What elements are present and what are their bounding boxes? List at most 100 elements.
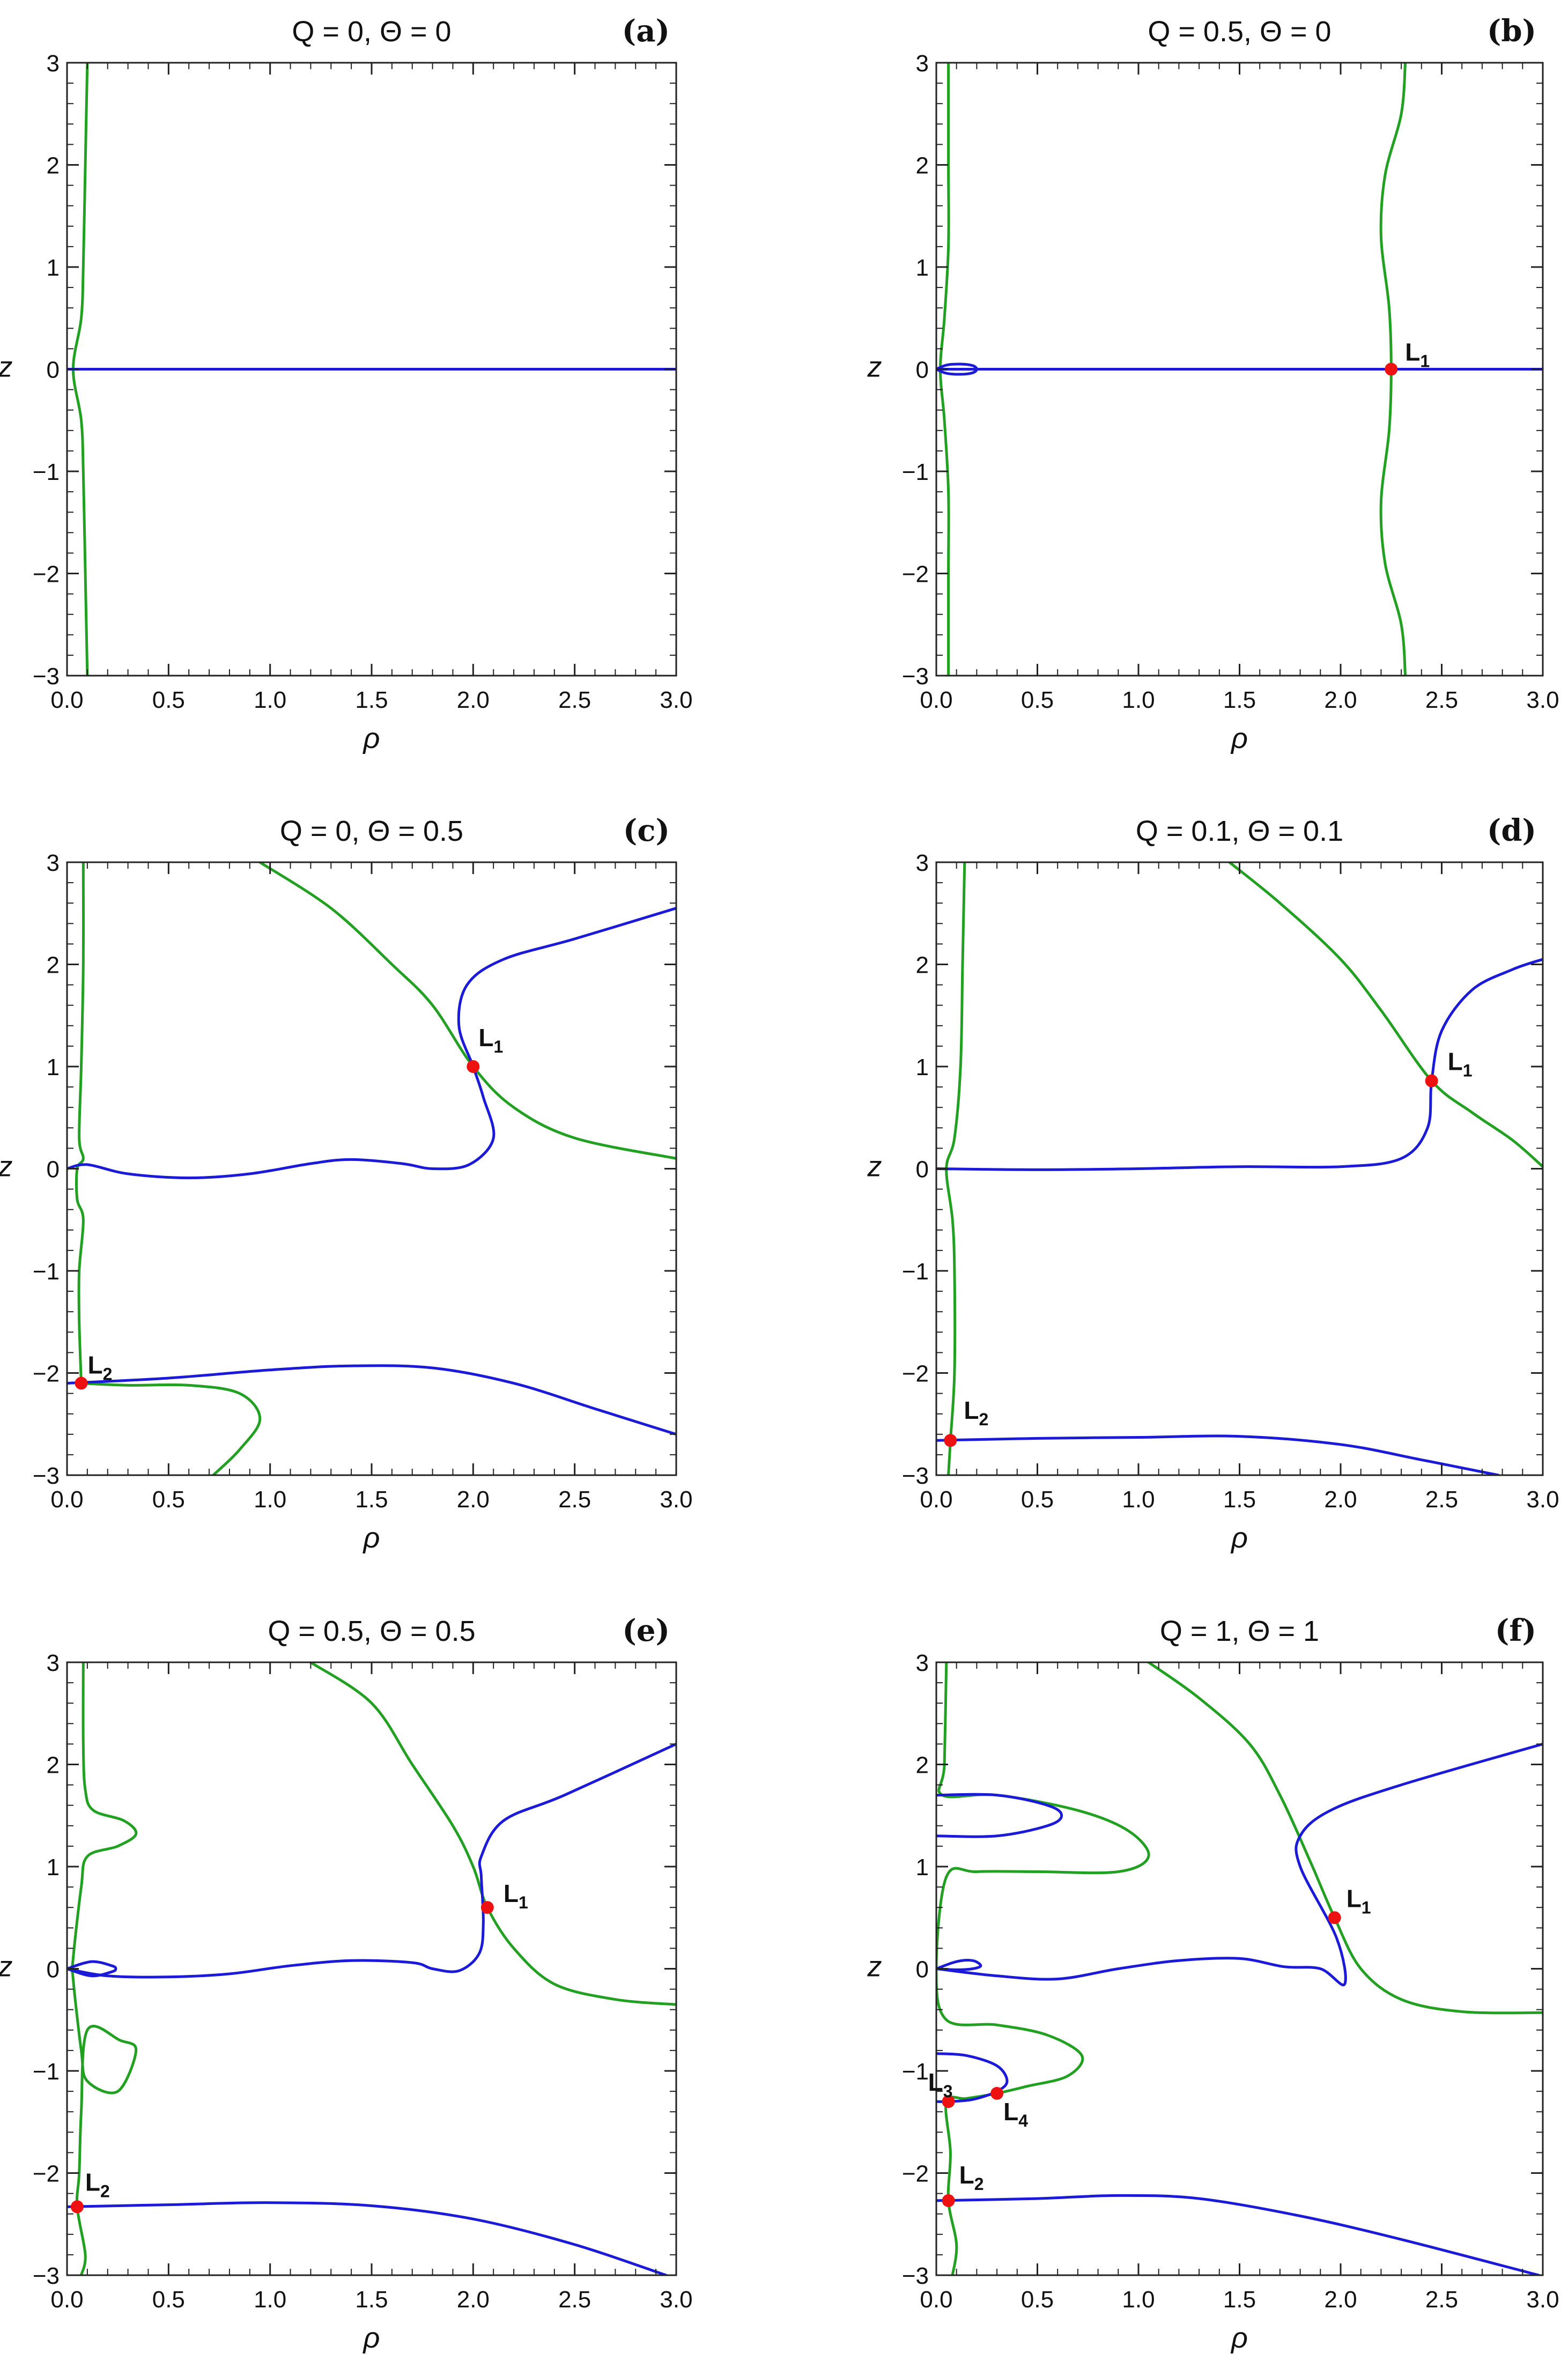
y-axis-label: z: [867, 1151, 882, 1183]
blue-curve-3: [67, 1960, 117, 1978]
x-tick-label: 3.0: [1526, 2286, 1559, 2313]
x-tick-label: 1.5: [355, 2286, 388, 2313]
x-tick-label: 2.0: [457, 687, 490, 713]
blue-curve-3: [936, 1434, 1500, 1475]
plot-frame: [935, 1661, 1544, 2276]
lagrange-point-L1: [1385, 362, 1398, 376]
y-tick-label: −1: [33, 1259, 60, 1285]
y-tick-label: 0: [47, 357, 60, 383]
lagrange-label-subscript: 1: [519, 1893, 528, 1912]
y-tick-label: 0: [47, 1157, 60, 1183]
green-curve-1: [80, 1382, 262, 1475]
x-tick-label: 0.5: [1021, 687, 1054, 713]
blue-curve-3: [67, 907, 676, 1180]
y-tick-label: 0: [47, 1957, 60, 1983]
x-tick-label: 3.0: [1526, 1486, 1559, 1513]
curves: [936, 63, 1543, 676]
panel-title: Q = 0.1, Θ = 0.1: [1136, 815, 1343, 847]
green-curve-1: [1228, 862, 1543, 1168]
lagrange-label-subscript: 1: [1463, 1061, 1473, 1080]
y-tick-label: −1: [33, 2059, 60, 2085]
blue-curve-3: [936, 1793, 1063, 1838]
x-tick-label: 2.0: [457, 1486, 490, 1513]
x-tick-label: 1.5: [355, 1486, 388, 1513]
blue-curve-2: [936, 1742, 1543, 1987]
x-tick-label: 1.0: [254, 687, 286, 713]
panel-title: Q = 0.5, Θ = 0.5: [268, 1615, 475, 1647]
x-tick-label: 2.5: [558, 1486, 591, 1513]
panel-title: Q = 0, Θ = 0.5: [280, 815, 463, 847]
x-tick-label: 2.0: [1324, 2286, 1357, 2313]
plot-frame: [66, 861, 677, 1476]
y-tick-label: 3: [47, 1650, 60, 1676]
lagrange-label-L1: L1: [1347, 1884, 1371, 1917]
x-tick-label: 3.0: [660, 687, 692, 713]
y-axis-label: z: [0, 1151, 13, 1183]
panel-title: Q = 1, Θ = 1: [1160, 1615, 1319, 1647]
y-tick-label: −3: [902, 1463, 929, 1489]
x-tick-label: 0.5: [152, 687, 185, 713]
y-tick-label: 2: [916, 952, 929, 979]
lagrange-label-L1: L1: [478, 1024, 503, 1056]
lagrange-point-L1: [1328, 1911, 1341, 1925]
x-tick-label: 3.0: [660, 2286, 692, 2313]
x-axis-label: ρ: [363, 2322, 380, 2354]
panel-a: 0.0 0.5 1.0 1.5 2.0 2.5 3.0 −3 −2 −1 0 1 2 3 ρ z Q = 0, …: [0, 13, 693, 754]
x-axis-label: ρ: [363, 722, 380, 754]
y-tick-label: −3: [33, 663, 60, 690]
x-tick-label: 2.0: [457, 2286, 490, 2313]
y-tick-label: 1: [47, 1854, 60, 1881]
lagrange-label-L4: L4: [1003, 2098, 1028, 2130]
x-axis-label: ρ: [1230, 2322, 1248, 2354]
x-tick-label: 0.0: [50, 687, 83, 713]
y-tick-label: 3: [47, 850, 60, 876]
x-tick-label: 1.0: [254, 2286, 286, 2313]
y-tick-label: −1: [902, 2059, 929, 2085]
green-curve-1: [1147, 1662, 1543, 2015]
curves: [67, 63, 676, 676]
lagrange-point-L2: [70, 2200, 84, 2214]
y-tick-label: 1: [916, 1854, 929, 1881]
x-tick-label: 2.0: [1324, 1486, 1357, 1513]
panel-tag: (c): [623, 813, 670, 848]
y-axis-label: z: [867, 351, 882, 383]
lagrange-point-L4: [990, 2086, 1004, 2100]
x-tick-label: 2.5: [1425, 687, 1458, 713]
panel-tag: (f): [1495, 1613, 1536, 1648]
y-tick-label: 2: [916, 1752, 929, 1779]
lagrange-point-L3: [942, 2095, 955, 2108]
lagrange-label-subscript: 4: [1018, 2111, 1028, 2130]
lagrange-label-subscript: 1: [1420, 352, 1430, 371]
panel-tag: (e): [622, 1613, 670, 1648]
y-tick-label: 0: [916, 357, 929, 383]
lagrange-label-subscript: 3: [943, 2082, 953, 2101]
y-tick-label: −2: [902, 2161, 929, 2187]
panel-title: Q = 0, Θ = 0: [292, 16, 451, 48]
panel-d: 0.0 0.5 1.0 1.5 2.0 2.5 3.0 −3 −2 −1 0 1 2 3 ρ z Q = 0.1…: [867, 813, 1559, 1554]
x-tick-label: 1.5: [1223, 687, 1256, 713]
x-tick-label: 1.0: [254, 1486, 286, 1513]
lagrange-label-subscript: 1: [1362, 1898, 1371, 1917]
y-tick-label: −2: [33, 1361, 60, 1387]
green-curve-1: [309, 1662, 676, 2006]
x-axis-label: ρ: [1230, 1522, 1248, 1554]
lagrange-label-L1: L1: [1405, 338, 1430, 371]
lagrange-label-L2: L2: [85, 2168, 110, 2201]
panel-e: 0.0 0.5 1.0 1.5 2.0 2.5 3.0 −3 −2 −1 0 1 2 3 ρ z Q = 0.5…: [0, 1613, 693, 2354]
lagrange-label-subscript: 2: [974, 2174, 984, 2194]
green-curve-0: [75, 862, 85, 1385]
x-tick-label: 0.0: [920, 687, 952, 713]
x-tick-label: 1.5: [1223, 2286, 1256, 2313]
x-tick-label: 0.5: [1021, 1486, 1054, 1513]
x-tick-label: 2.5: [558, 687, 591, 713]
y-tick-label: −1: [902, 1259, 929, 1285]
lagrange-label-L3: L3: [928, 2068, 953, 2101]
lagrange-label-L2: L2: [964, 1396, 988, 1429]
y-tick-label: −1: [902, 459, 929, 485]
x-tick-label: 0.0: [50, 2286, 83, 2313]
blue-curve-4: [936, 1959, 982, 1971]
y-axis-label: z: [0, 351, 13, 383]
y-tick-label: −3: [33, 1463, 60, 1489]
panel-title: Q = 0.5, Θ = 0: [1148, 16, 1331, 48]
